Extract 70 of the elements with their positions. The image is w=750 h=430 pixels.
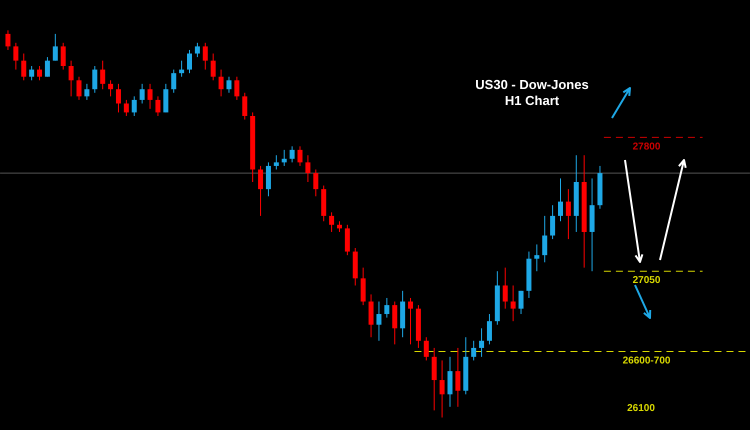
candlestick [447,356,452,408]
candlestick [29,66,34,81]
candlestick [502,267,508,310]
candlestick [392,301,398,345]
candlestick [510,284,516,322]
candlestick [116,83,121,113]
candlestick [274,154,279,170]
candlestick [44,56,50,78]
candlestick [368,294,374,338]
candlestick [68,60,74,97]
candlestick [313,169,318,197]
candlestick [218,69,224,97]
candlestick [242,92,248,120]
candlestick [140,83,145,104]
candlestick [360,267,366,306]
candlestick [518,290,524,315]
candlestick [13,42,18,70]
candlestick [550,204,556,240]
candlestick [210,53,216,81]
candlestick [52,33,58,62]
text: H1 Chart [504,93,560,108]
candlestick [226,76,232,94]
candlestick [408,297,414,345]
candlestick [432,347,437,411]
ref-line-label: 27800 [632,141,661,152]
candlestick [60,42,66,70]
candlestick [266,162,271,197]
candlestick [132,96,137,116]
candlestick [108,80,114,97]
candlestick [479,328,484,358]
candlestick [194,42,200,58]
candlestick [298,146,303,166]
candlestick [258,165,264,216]
candlestick [21,53,26,81]
text: 26100 [627,403,656,414]
candlestick [471,340,476,361]
candlestick [124,99,129,116]
candlestick [305,154,310,182]
candlestick [37,66,42,81]
candlestick [234,76,240,100]
candlestick [76,76,82,100]
candlestick [92,66,98,94]
ref-line-label: 27050 [632,275,661,286]
candlestick [155,96,160,116]
candlestick [179,60,184,78]
candlestick [148,83,153,110]
candlestick [163,83,168,113]
candlestick [455,347,460,408]
candlestick [424,336,429,361]
candlestick [384,297,390,318]
candlestick [440,360,445,418]
candlestick [534,244,540,272]
candlestick [542,215,548,263]
candlestick [5,30,10,50]
candlestick [84,83,90,100]
ref-line-label: 26600-700 [622,355,671,366]
candlestick [376,301,382,342]
candlestick [558,178,563,222]
candlestick [202,42,208,70]
candlestick [290,146,295,163]
candlestick [486,314,492,345]
candlestick [329,212,334,232]
candlestick [282,149,287,166]
candlestick [344,224,350,256]
candlestick [171,69,176,94]
text: US30 - Dow-Jones [475,77,589,92]
candlestick [566,188,571,240]
candlestick [336,220,342,232]
candlestick [100,60,106,90]
candlestick [187,49,192,74]
